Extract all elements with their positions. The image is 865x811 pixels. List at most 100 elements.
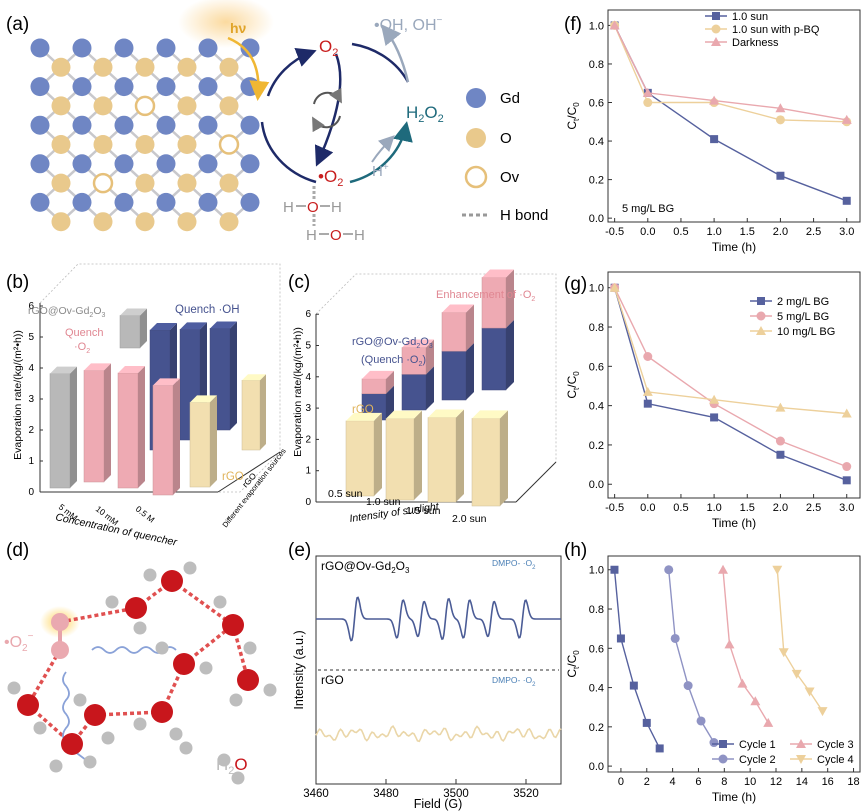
recycle-icon (312, 87, 342, 133)
bar-rgo-1-top (346, 412, 382, 421)
bar-pink-2-top (118, 365, 145, 373)
gd-atom (198, 38, 218, 58)
bar-tan-1-side (210, 395, 217, 487)
bar-stack-pink-2-top (402, 339, 434, 348)
gd-atom (198, 77, 218, 97)
o-atom (177, 212, 197, 232)
bar-stack-pink-3-side (466, 304, 474, 352)
bar-rgo-1-front (345, 420, 375, 497)
legend-label-3: Cycle 3 (817, 739, 854, 751)
bar-stack-pink-4-top (482, 269, 514, 278)
y-tick-label: 0.8 (589, 604, 604, 616)
svg-text:H: H (283, 199, 294, 216)
o-atom (135, 57, 155, 77)
x-tick-label: 1.5 (740, 226, 755, 238)
bar-rgo-1 (345, 412, 382, 497)
superoxide-atom-2 (51, 641, 69, 659)
gd-atom (72, 192, 92, 212)
y-tick-label: 1.0 (589, 565, 604, 577)
hplus-arrow (371, 135, 395, 163)
data-point-s3-4 (775, 103, 786, 113)
y-label-zero: 0 (572, 371, 581, 376)
data-point-s1-2 (616, 634, 625, 643)
data-point-s4-3 (791, 669, 802, 679)
gd-atom (114, 38, 134, 58)
x-tick-label: 2.5 (806, 226, 821, 238)
x-axis-label: Time (h) (712, 240, 756, 254)
oxygen-vacancy (134, 95, 156, 117)
bar-rgo-2-side (414, 410, 422, 500)
bar-blue-3-top (210, 321, 237, 329)
hydrogen-atom (155, 641, 169, 655)
hydrogen-atom (33, 721, 47, 735)
panel-e-ylabel: Intensity (a.u.) (292, 630, 306, 709)
y-axis-label: Ct/C0 (565, 371, 581, 399)
bar-tan-2 (241, 374, 266, 451)
o-atom (135, 135, 155, 154)
o-atom (93, 96, 113, 116)
bar-stack-blue-2-front (401, 374, 427, 411)
panel-e-letter: (e) (288, 540, 311, 561)
gd-atom (72, 38, 92, 58)
y-tick-label: 1.0 (589, 283, 604, 295)
hydrogen-atom (229, 693, 243, 707)
c-xtick-2: 1.0 sun (366, 496, 401, 508)
bar-rgo-3-front (427, 417, 457, 503)
series-line-2 (613, 25, 847, 123)
data-point-s1-5 (842, 476, 851, 485)
bar-rgo-4-side (500, 410, 508, 506)
oh-label: •OH, OH− (374, 15, 443, 34)
legend-marker-1 (757, 297, 765, 305)
chart-g: -0.5 0.0 0.5 1.0 1.5 2.0 2.5 3.00.00.20.40.60.8… (565, 271, 861, 530)
hydrogen-atom (101, 731, 115, 745)
x-tick-label: 2.0 (773, 502, 788, 514)
o-atom (177, 135, 197, 154)
oxygen-atom (237, 669, 259, 691)
gd-atom (240, 77, 260, 97)
bar-stack-pink-1-side (386, 370, 394, 394)
gd-atom (240, 192, 260, 212)
data-point-s3-5 (763, 717, 774, 727)
y-tick-label: 0.6 (589, 361, 604, 373)
bar-stack-pink-2-front (401, 347, 427, 375)
y-tick-label: 0.0 (589, 213, 604, 225)
hydrogen-atom (231, 771, 245, 785)
data-point-s3-2 (724, 639, 735, 649)
data-point-s3-3 (737, 678, 748, 688)
o-atom (219, 57, 239, 77)
data-point-s3-4 (750, 696, 761, 706)
panel-c: (c) 0 1 2 3 4 5 6 Evaporation rate/(kg/(m²•h))… (288, 269, 557, 525)
y-label-t: t (572, 666, 581, 669)
legend-marker-2 (718, 754, 728, 764)
data-point-s2-5 (709, 738, 719, 748)
y-tick-label: 0.4 (589, 401, 604, 413)
data-point-s1-3 (629, 681, 638, 690)
y-label-slash: /C (565, 654, 579, 666)
data-point-s4-2 (778, 648, 789, 658)
b-ytick: 3 (28, 394, 34, 405)
data-point-s1-3 (710, 135, 719, 144)
panel-e-xticks: 3460 3480 3500 3520 (303, 779, 539, 800)
oxygen-atom (222, 614, 244, 636)
bar-tan-1-top (190, 395, 217, 403)
b-ytick: 4 (28, 363, 34, 374)
data-point-s1-5 (842, 196, 851, 205)
hydrogen-atom (243, 641, 257, 655)
legend-ov-marker (464, 165, 488, 189)
hydrogen-atom (49, 759, 63, 773)
dmpo-label-top: DMPO- ·O2 (492, 558, 536, 571)
gd-atom (156, 192, 176, 212)
y-tick-label: 0.2 (589, 722, 604, 734)
panel-d: (d) •O2− H2O (4, 540, 277, 785)
data-point-s3-4 (775, 402, 786, 412)
x-tick-label: 0 (618, 776, 624, 788)
bar-stack-blue-2-side (426, 366, 434, 410)
data-point-s4-1 (772, 565, 783, 575)
label-quench-c: (Quench ·O2) (361, 354, 426, 368)
bar-tan-2-top (242, 374, 266, 381)
panel-c-bars (345, 269, 514, 507)
y-tick-label: 0.2 (589, 175, 604, 187)
bar-pink-2-side (138, 365, 145, 488)
legend-marker-1 (719, 740, 727, 748)
